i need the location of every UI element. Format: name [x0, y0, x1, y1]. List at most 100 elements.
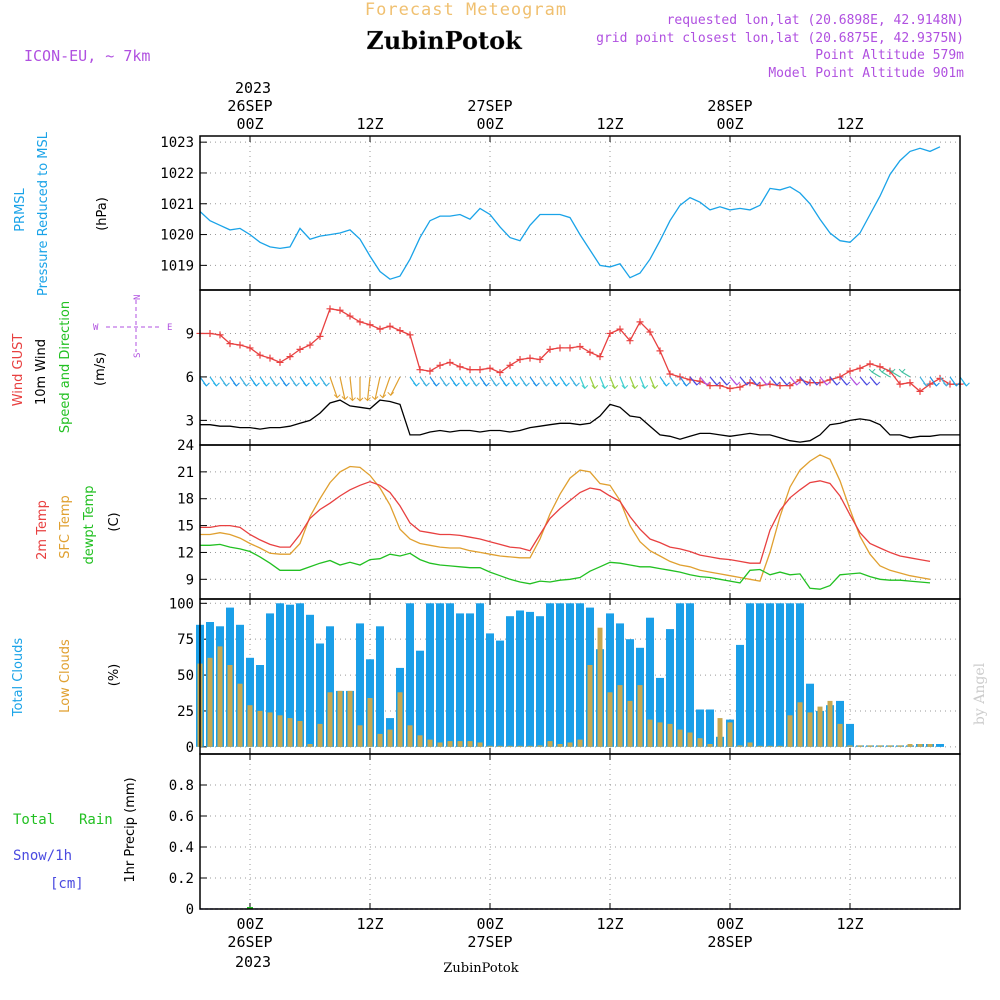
- gust-point: [866, 360, 874, 368]
- wind-arrow-head: [843, 381, 851, 386]
- gust-point: [746, 379, 754, 387]
- compass-west: W: [93, 323, 99, 333]
- panel-2: 9 12 15 18 21 24: [177, 438, 961, 600]
- total-cloud-bar: [416, 650, 424, 747]
- low-cloud-bar: [647, 719, 653, 747]
- total-cloud-bar: [306, 614, 314, 747]
- total-cloud-bar: [606, 613, 614, 747]
- wind-arrow-head: [621, 385, 629, 390]
- total-cloud-bar: [246, 657, 254, 747]
- top-hour-label: 12Z: [836, 115, 863, 133]
- y-tick-label: 18: [177, 492, 194, 508]
- gust-point: [806, 379, 814, 387]
- wind-arrow-head: [223, 382, 230, 387]
- wind-arrow-head: [823, 381, 831, 386]
- y-tick-label: 15: [177, 519, 194, 535]
- y-tick-label: 0.8: [169, 778, 194, 794]
- wind-direction-arrow: [901, 371, 911, 378]
- label-2m-temp: 2m Temp: [35, 500, 50, 560]
- wind-arrow-head: [573, 382, 580, 387]
- low-cloud-bar: [717, 718, 723, 747]
- gust-point: [856, 364, 864, 372]
- wind-arrow-head: [923, 382, 930, 387]
- wind-direction-arrow: [629, 376, 636, 389]
- wind-arrow-head: [878, 368, 886, 373]
- wind-arrow-head: [563, 382, 570, 387]
- total-cloud-bar: [846, 723, 854, 747]
- low-cloud-bar: [367, 698, 373, 747]
- top-hour-label: 00Z: [716, 115, 743, 133]
- gust-point: [376, 325, 384, 333]
- total-cloud-bar: [696, 709, 704, 747]
- wind-arrow-head: [379, 394, 387, 399]
- gust-point: [936, 374, 944, 382]
- wind-arrow-head: [543, 382, 550, 387]
- total-cloud-bar: [286, 604, 294, 747]
- label-celsius: (C): [107, 512, 122, 531]
- wind-arrow-head: [453, 382, 460, 387]
- 2m-temp-line: [200, 480, 931, 564]
- wind-arrow-head: [783, 381, 791, 386]
- wind-arrow-head: [763, 381, 771, 386]
- gust-point: [896, 380, 904, 388]
- low-cloud-bar: [587, 665, 593, 747]
- gust-point: [256, 351, 264, 359]
- low-cloud-bar: [597, 627, 603, 747]
- panel-0: 1019 1020 1021 1022 1023: [160, 135, 961, 291]
- gust-point: [696, 377, 704, 385]
- wind-arrow-head: [611, 385, 619, 390]
- wind-arrow-head: [833, 381, 841, 386]
- total-cloud-bar: [506, 616, 514, 747]
- y-tick-label: 1023: [160, 135, 194, 151]
- compass-south: S: [133, 353, 143, 358]
- wind-arrow-head: [263, 382, 270, 387]
- wind-arrow-head: [463, 382, 470, 387]
- low-cloud-bar: [687, 732, 693, 747]
- y-tick-label: 12: [177, 545, 194, 561]
- low-cloud-bar: [337, 690, 343, 747]
- low-cloud-bar: [627, 700, 633, 747]
- bottom-hour-label: 12Z: [596, 915, 623, 933]
- y-tick-label: 1020: [160, 228, 194, 244]
- total-cloud-bar: [746, 603, 754, 747]
- low-cloud-bar: [867, 745, 873, 747]
- low-cloud-bar: [297, 721, 303, 747]
- total-cloud-bar: [756, 603, 764, 747]
- wind-arrow-head: [888, 368, 896, 373]
- gust-point: [726, 385, 734, 393]
- wind-direction-arrow: [599, 376, 606, 389]
- low-cloud-bar: [537, 745, 543, 747]
- gust-point: [596, 353, 604, 361]
- label-pressure-msl: Pressure Reduced to MSL: [36, 131, 51, 296]
- chart-title: Forecast Meteogram: [365, 0, 567, 20]
- total-cloud-bar: [526, 611, 534, 747]
- low-cloud-bar: [247, 705, 253, 747]
- gust-point: [716, 382, 724, 390]
- gust-point: [426, 367, 434, 375]
- wind-direction-arrow: [589, 376, 596, 389]
- total-cloud-bar: [786, 603, 794, 747]
- low-cloud-bar: [917, 744, 923, 747]
- bottom-hour-label: 00Z: [476, 915, 503, 933]
- wind-arrow-head: [253, 382, 260, 387]
- low-cloud-bar: [707, 744, 713, 747]
- wind-arrow-head: [683, 382, 690, 387]
- wind-arrow-head: [493, 382, 500, 387]
- wind-arrow-head: [293, 382, 300, 387]
- low-cloud-bar: [767, 745, 773, 747]
- total-cloud-bar: [406, 603, 414, 747]
- gust-point: [296, 345, 304, 353]
- wind-direction-arrow: [891, 371, 901, 378]
- low-cloud-bar: [697, 738, 703, 747]
- gust-point: [816, 379, 824, 387]
- total-cloud-bar: [836, 700, 844, 747]
- top-year-label: 2023: [235, 79, 271, 97]
- panel-3: 0 25 50 75 100: [169, 596, 961, 756]
- gust-point: [566, 344, 574, 352]
- wind-direction-arrow: [390, 376, 401, 396]
- total-cloud-bar: [546, 603, 554, 747]
- gust-point: [786, 382, 794, 390]
- low-cloud-bar: [577, 739, 583, 747]
- top-hour-label: 12Z: [596, 115, 623, 133]
